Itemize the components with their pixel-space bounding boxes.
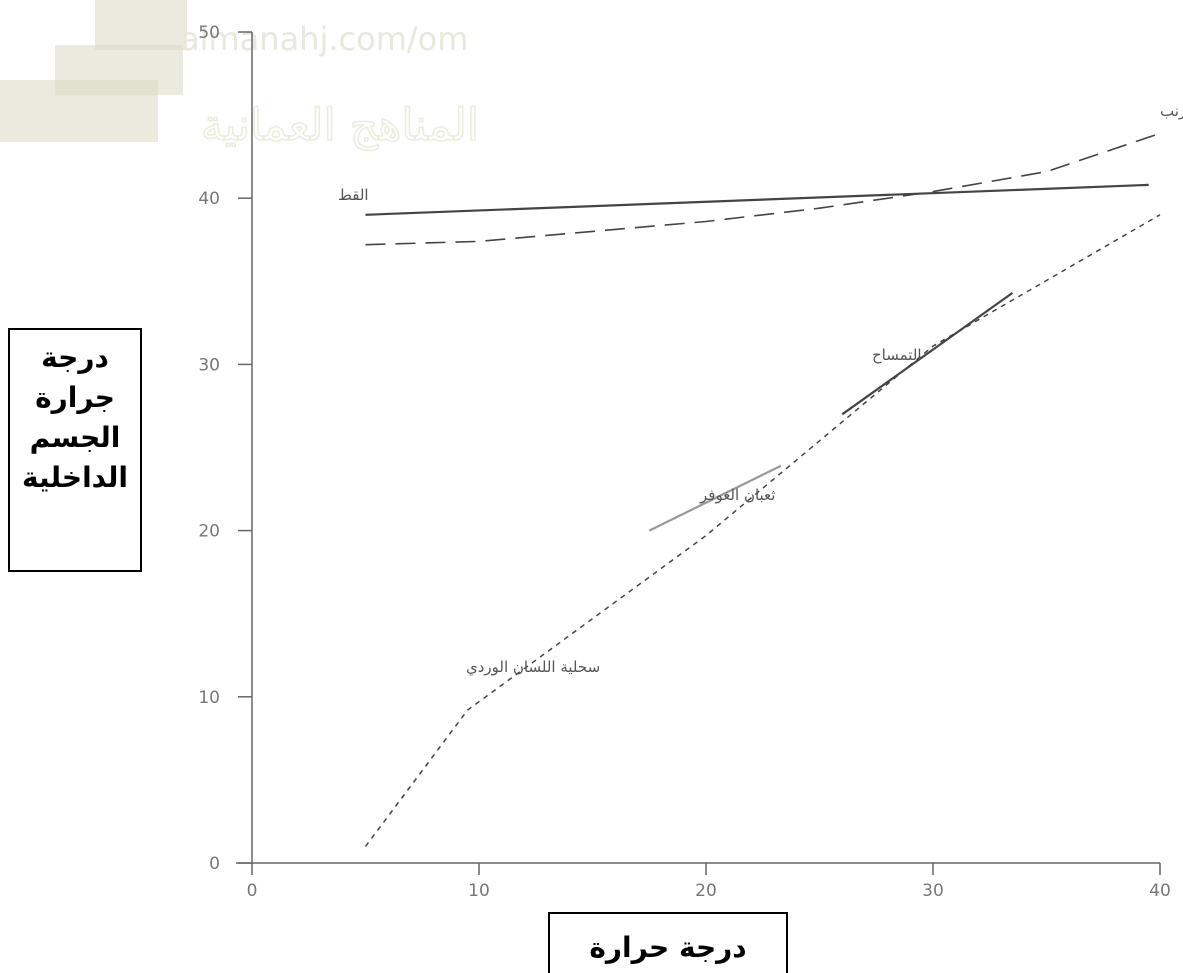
series-label-crocodile: التمساح (872, 346, 922, 364)
x-tick-label: 20 (695, 881, 717, 901)
watermark-url: almanahj.com/om (180, 20, 468, 58)
y-axis-title: درجة جرارة الجسم الداخلية (8, 328, 142, 572)
x-tick-label: 40 (1149, 881, 1171, 901)
series-label-cat: القط (338, 186, 369, 204)
x-tick-label: 0 (247, 881, 258, 901)
watermark-logo-block (95, 0, 187, 50)
watermark-logo-block (0, 80, 158, 142)
y-tick-label: 30 (198, 355, 220, 375)
series-line-3 (648, 464, 782, 532)
x-axis-ticks: 0 10 20 30 40 (247, 863, 1171, 901)
series-line-0 (365, 183, 1149, 216)
x-axis-title: درجة حرارة (548, 912, 788, 973)
series-label-pink-tongued-skink: سحلية اللسان الوردي (466, 658, 600, 677)
series-label-rabbit: الأرنب (1160, 101, 1183, 120)
series-line-4 (364, 214, 1161, 847)
series-line-1 (365, 132, 1161, 246)
y-tick-label: 10 (198, 688, 220, 708)
series-line-2 (841, 292, 1014, 416)
x-tick-label: 30 (922, 881, 944, 901)
y-axis-ticks: 0 10 20 30 40 50 (198, 23, 252, 874)
y-tick-label: 20 (198, 522, 220, 542)
y-tick-label: 0 (209, 854, 220, 874)
x-tick-label: 10 (468, 881, 490, 901)
y-tick-label: 40 (198, 189, 220, 209)
series-lines (364, 132, 1161, 847)
series-label-gopher-snake: ثعبان الغوفر (699, 486, 775, 504)
watermark-arabic: المناهج العمانية (201, 100, 479, 151)
y-tick-label: 50 (198, 23, 220, 43)
